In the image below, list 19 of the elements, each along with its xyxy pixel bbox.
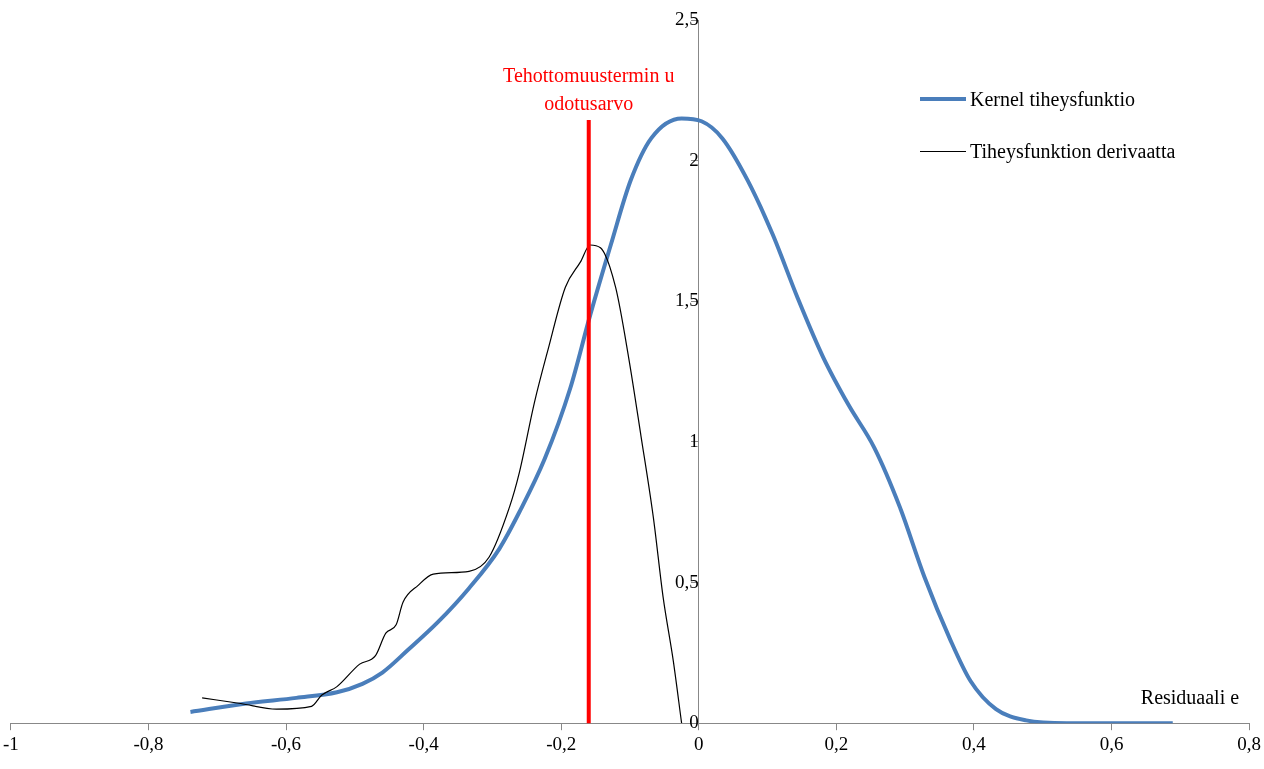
x-tick-label: 0,6 (1099, 732, 1124, 754)
legend-label: Tiheysfunktion derivaatta (970, 139, 1176, 163)
y-tick-label: 1,5 (675, 289, 699, 311)
ref-line-label: Tehottomuustermin u odotusarvo (503, 64, 675, 114)
y-tick-label: 0,5 (675, 570, 699, 592)
y-tick-label: 2 (689, 148, 699, 170)
x-axis-title: Residuaali e (1140, 686, 1240, 709)
y-tick-label: 0 (689, 711, 699, 733)
x-tick-label: -0,2 (546, 732, 577, 754)
x-tick-label: -0,4 (408, 732, 440, 754)
x-tick-label: -1 (3, 732, 19, 754)
x-tick-label: 0,2 (824, 732, 849, 754)
x-tick-label: 0,4 (962, 732, 987, 754)
x-tick-label: 0,8 (1237, 732, 1261, 754)
legend-label: Kernel tiheysfunktio (970, 87, 1135, 111)
y-tick-label: 2,5 (675, 7, 699, 29)
y-tick-label: 1 (689, 429, 699, 451)
x-tick-label: -0,8 (133, 732, 164, 754)
x-tick-label: -0,6 (271, 732, 302, 754)
